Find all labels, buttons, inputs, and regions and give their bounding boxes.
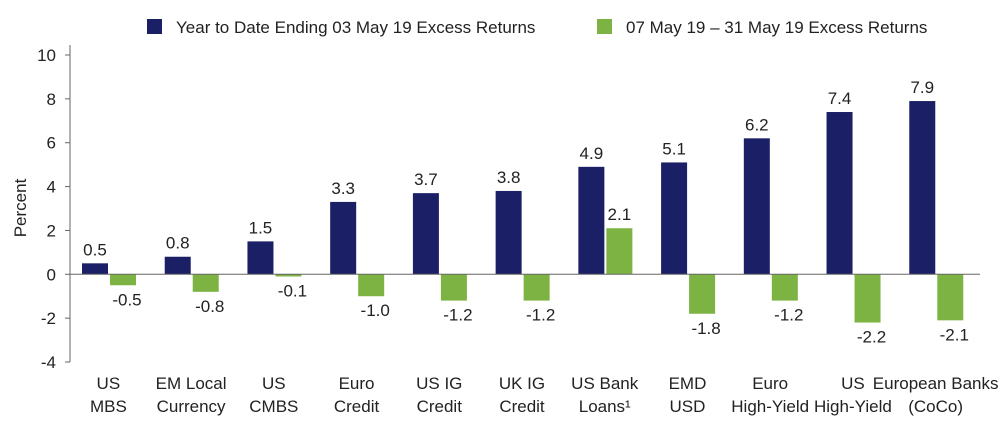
x-category-label: UK IG [499, 374, 545, 393]
bar-series1-9 [854, 274, 881, 323]
bar-series0-3 [330, 201, 357, 275]
bar-series1-8 [771, 274, 798, 301]
x-category-label: CMBS [249, 397, 298, 416]
bar-series0-7 [661, 162, 688, 275]
y-tick-label: 10 [37, 46, 56, 65]
x-category-label: US IG [416, 374, 462, 393]
data-label: 7.9 [910, 78, 934, 97]
legend-label-1: 07 May 19 – 31 May 19 Excess Returns [626, 18, 927, 37]
x-category-label: Euro [339, 374, 375, 393]
y-tick-label: -2 [41, 309, 56, 328]
data-label: -1.2 [774, 306, 803, 325]
y-axis-title: Percent [11, 178, 30, 237]
data-label: 7.4 [828, 89, 852, 108]
data-label: 4.9 [580, 144, 604, 163]
bar-series0-4 [412, 193, 439, 275]
data-label: 3.7 [414, 170, 438, 189]
legend: Year to Date Ending 03 May 19 Excess Ret… [147, 18, 927, 37]
y-tick-label: 6 [47, 134, 56, 153]
x-category-label: Loans¹ [579, 397, 631, 416]
data-label: 0.8 [166, 234, 190, 253]
x-category-label: EM Local [156, 374, 227, 393]
bar-series0-9 [826, 112, 853, 275]
bar-series1-6 [606, 228, 633, 275]
bars: 0.5 0.8 1.5 3.3 3.7 3.8 4.9 5.1 6.2 7.4 7.9 -0.5 -0.… [82, 78, 969, 347]
x-category-label: Credit [499, 397, 545, 416]
bar-series0-2 [247, 241, 274, 275]
data-label: -2.1 [940, 325, 969, 344]
bar-series1-7 [689, 274, 716, 314]
x-category-label: High-Yield [814, 397, 892, 416]
y-tick-label: 0 [47, 265, 56, 284]
bar-series1-3 [358, 274, 385, 297]
y-tick-label: 2 [47, 221, 56, 240]
y-tick-label: 4 [47, 178, 56, 197]
data-label: -0.5 [112, 290, 141, 309]
bar-series1-10 [937, 274, 964, 321]
bar-series1-5 [523, 274, 550, 301]
x-axis: US MBS EM Local Currency US CMBS Euro Credit US … [70, 273, 999, 416]
data-label: -1.0 [361, 301, 390, 320]
bar-series1-1 [192, 274, 219, 292]
data-label: -0.8 [195, 297, 224, 316]
data-label: 2.1 [608, 205, 632, 224]
x-category-label: US Bank [571, 374, 639, 393]
legend-swatch-1 [597, 19, 612, 34]
x-category-label: USD [670, 397, 706, 416]
x-category-label: EMD [669, 374, 707, 393]
data-label: 5.1 [662, 139, 686, 158]
legend-label-0: Year to Date Ending 03 May 19 Excess Ret… [176, 18, 535, 37]
data-label: 1.5 [249, 218, 273, 237]
bar-series0-8 [743, 138, 770, 275]
data-label: -1.8 [691, 319, 720, 338]
legend-swatch-0 [147, 19, 162, 34]
x-category-label: Currency [157, 397, 226, 416]
bar-series1-0 [110, 274, 136, 286]
x-category-label: Euro [752, 374, 788, 393]
x-category-label: High-Yield [731, 397, 809, 416]
data-label: -2.2 [857, 328, 886, 347]
bar-series0-1 [164, 256, 191, 275]
x-category-label: Credit [334, 397, 380, 416]
x-category-label: US [97, 374, 121, 393]
x-category-label: Credit [417, 397, 463, 416]
data-label: 6.2 [745, 115, 769, 134]
y-tick-label: 8 [47, 90, 56, 109]
data-label: -1.2 [526, 306, 555, 325]
data-label: 3.8 [497, 168, 521, 187]
x-category-label: US [262, 374, 286, 393]
y-tick-label: -4 [41, 353, 56, 372]
bar-series0-0 [82, 263, 108, 275]
bar-series1-2 [275, 274, 302, 277]
data-label: -0.1 [278, 281, 307, 300]
bar-series0-10 [909, 101, 936, 275]
bar-series0-5 [495, 190, 522, 275]
bar-series0-6 [578, 166, 605, 275]
data-label: -1.2 [443, 306, 472, 325]
x-category-label: European Banks [873, 374, 999, 393]
y-axis: -4 -2 0 2 4 6 8 10 Percent [11, 45, 71, 372]
data-label: 3.3 [331, 179, 355, 198]
x-category-label: MBS [90, 397, 127, 416]
data-label: 0.5 [83, 240, 107, 259]
x-category-label: US [841, 374, 865, 393]
x-category-label: (CoCo) [908, 397, 963, 416]
bar-series1-4 [440, 274, 467, 301]
